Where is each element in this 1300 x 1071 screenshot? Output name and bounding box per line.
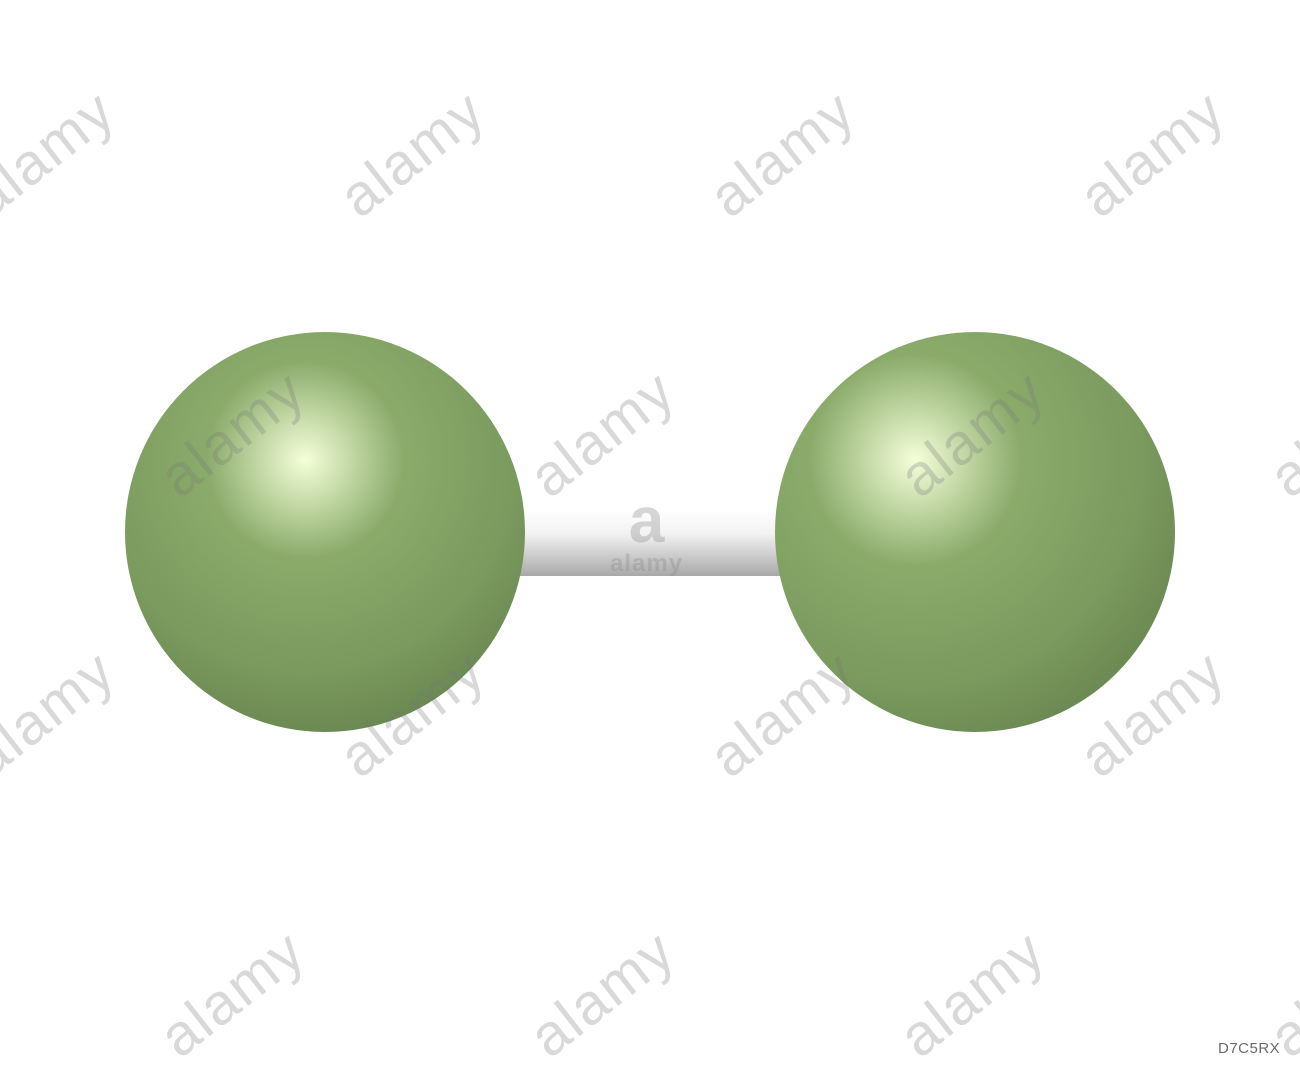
watermark-text: alamy: [147, 916, 318, 1070]
atom-fluorine-left: [125, 332, 525, 732]
molecule-canvas: alamyalamyalamyalamyalamyalamyalamyalamy…: [0, 0, 1300, 1065]
watermark-text: alamy: [0, 636, 128, 790]
atom-fluorine-right: [775, 332, 1175, 732]
image-code: D7C5RX: [1218, 1040, 1280, 1057]
watermark-text: alamy: [1067, 76, 1238, 230]
watermark-text: alamy: [517, 356, 688, 510]
watermark-text: alamy: [0, 76, 128, 230]
watermark-text: alamy: [697, 76, 868, 230]
watermark-text: alamy: [887, 916, 1058, 1070]
watermark-text: alamy: [327, 76, 498, 230]
watermark-text: alamy: [517, 916, 688, 1070]
watermark-text: alamy: [1257, 356, 1300, 510]
